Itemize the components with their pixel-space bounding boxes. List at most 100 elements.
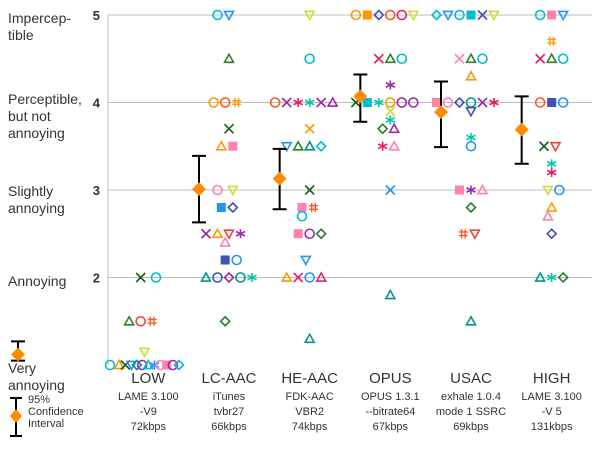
mean-he-aac <box>272 171 287 186</box>
score-point-lc-aac-4 <box>219 97 231 108</box>
score-point-lc-aac-23 <box>235 272 246 283</box>
score-point-opus-19 <box>388 122 401 134</box>
score-point-lc-aac-2 <box>223 52 235 64</box>
score-point-usac-15 <box>489 98 499 107</box>
score-point-opus-9 <box>385 80 396 90</box>
score-point-usac-7 <box>465 52 477 64</box>
score-point-he-aac-11 <box>303 140 316 151</box>
score-point-lc-aac-11 <box>216 203 226 212</box>
score-point-opus-14 <box>396 97 408 108</box>
score-point-usac-6 <box>454 53 465 64</box>
score-point-he-aac-19 <box>315 228 327 240</box>
score-point-low-13 <box>135 272 146 283</box>
score-point-usac-10 <box>432 98 442 107</box>
score-point-opus-17 <box>385 115 396 125</box>
score-point-he-aac-23 <box>304 272 315 283</box>
score-point-opus-6 <box>373 53 384 64</box>
mean-high <box>514 122 529 137</box>
score-point-lc-aac-24 <box>247 273 257 282</box>
score-point-opus-22 <box>385 184 396 196</box>
category-low: LOW LAME 3.100 -V9 72kbps <box>98 370 198 435</box>
score-point-opus-5 <box>407 10 420 22</box>
category-name: HE-AAC <box>281 370 338 387</box>
score-point-high-11 <box>549 141 562 153</box>
score-point-lc-aac-15 <box>223 229 235 240</box>
score-point-usac-8 <box>477 53 488 65</box>
score-point-he-aac-20 <box>299 255 312 267</box>
mean-usac <box>434 105 448 120</box>
score-point-usac-2 <box>454 9 465 21</box>
score-point-lc-aac-5 <box>232 98 242 107</box>
y-label-5: Impercep- tible <box>8 10 72 43</box>
category-he-aac: HE-AAC FDK-AAC VBR2 74kbps <box>260 370 360 435</box>
score-point-lc-aac-14 <box>211 227 224 239</box>
score-point-lc-aac-8 <box>228 141 238 151</box>
score-point-opus-12 <box>373 98 384 107</box>
score-point-high-1 <box>547 10 557 20</box>
legend: 95% Confidence Interval <box>6 394 106 444</box>
score-point-he-aac-13 <box>304 184 315 196</box>
score-point-he-aac-5 <box>304 98 315 107</box>
score-point-usac-19 <box>455 185 465 195</box>
score-point-low-11 <box>173 359 185 371</box>
score-point-low-4 <box>131 359 143 371</box>
y-tick-5: 5 <box>93 8 100 23</box>
score-point-low-9 <box>162 360 172 370</box>
score-point-he-aac-22 <box>293 272 304 283</box>
score-point-opus-2 <box>373 9 385 21</box>
category-subtitle: OPUS 1.3.1 --bitrate64 67kbps <box>360 391 420 433</box>
y-tick-2: 2 <box>93 271 100 286</box>
category-opus: OPUS OPUS 1.3.1 --bitrate64 67kbps <box>340 370 440 435</box>
score-point-lc-aac-3 <box>208 97 219 108</box>
score-point-opus-7 <box>384 52 397 64</box>
score-point-high-4 <box>535 53 546 64</box>
score-point-lc-aac-17 <box>219 236 232 247</box>
score-point-he-aac-8 <box>304 123 315 134</box>
score-point-lc-aac-0 <box>212 9 223 21</box>
score-point-lc-aac-19 <box>231 254 242 266</box>
score-point-high-9 <box>557 97 569 108</box>
score-point-low-15 <box>123 315 136 326</box>
score-point-low-0 <box>104 359 116 371</box>
score-point-he-aac-12 <box>315 140 327 152</box>
category-usac: USAC exhale 1.0.4 mode 1 SSRC 69kbps <box>421 370 521 435</box>
score-point-usac-21 <box>476 183 489 195</box>
score-point-high-15 <box>554 184 565 196</box>
score-point-lc-aac-6 <box>223 123 235 134</box>
score-point-he-aac-9 <box>280 141 293 153</box>
score-point-high-20 <box>546 273 557 282</box>
score-point-high-16 <box>545 201 558 212</box>
score-point-he-aac-18 <box>304 228 315 240</box>
score-point-usac-4 <box>477 9 488 21</box>
category-name: USAC <box>450 370 492 387</box>
score-point-high-18 <box>546 228 558 240</box>
score-point-high-6 <box>557 53 569 65</box>
mean-lc-aac <box>192 182 206 197</box>
score-point-low-1 <box>113 358 126 370</box>
category-name: OPUS <box>369 370 412 387</box>
score-point-usac-18 <box>465 140 477 152</box>
score-point-opus-16 <box>385 106 396 117</box>
score-point-lc-aac-21 <box>212 272 223 283</box>
score-point-high-19 <box>534 271 547 282</box>
score-point-high-7 <box>534 97 546 108</box>
category-name: LC-AAC <box>201 370 257 387</box>
score-point-usac-16 <box>465 106 477 118</box>
score-point-high-8 <box>547 98 557 107</box>
score-point-lc-aac-10 <box>226 185 239 197</box>
score-point-opus-13 <box>385 97 396 108</box>
score-point-he-aac-24 <box>315 271 328 282</box>
score-point-usac-12 <box>453 96 466 109</box>
score-point-he-aac-2 <box>269 97 281 108</box>
category-subtitle: LAME 3.100 -V9 72kbps <box>118 391 179 433</box>
category-subtitle: FDK-AAC VBR2 74kbps <box>285 391 334 433</box>
score-point-opus-18 <box>377 123 389 135</box>
score-point-usac-11 <box>442 97 454 108</box>
score-point-lc-aac-25 <box>219 315 231 327</box>
score-point-high-2 <box>557 10 570 22</box>
score-point-high-0 <box>534 9 546 21</box>
score-point-he-aac-14 <box>297 203 307 212</box>
score-point-usac-22 <box>465 201 477 214</box>
legend-ci-icon <box>10 397 22 437</box>
